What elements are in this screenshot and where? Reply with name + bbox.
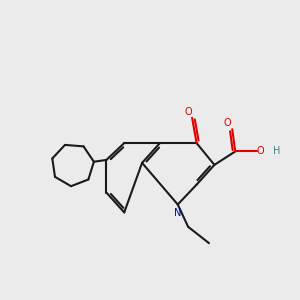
Text: O: O: [224, 118, 232, 128]
Text: O: O: [185, 107, 192, 117]
Text: H: H: [273, 146, 280, 157]
Text: O: O: [256, 146, 264, 157]
Text: N: N: [174, 208, 182, 218]
